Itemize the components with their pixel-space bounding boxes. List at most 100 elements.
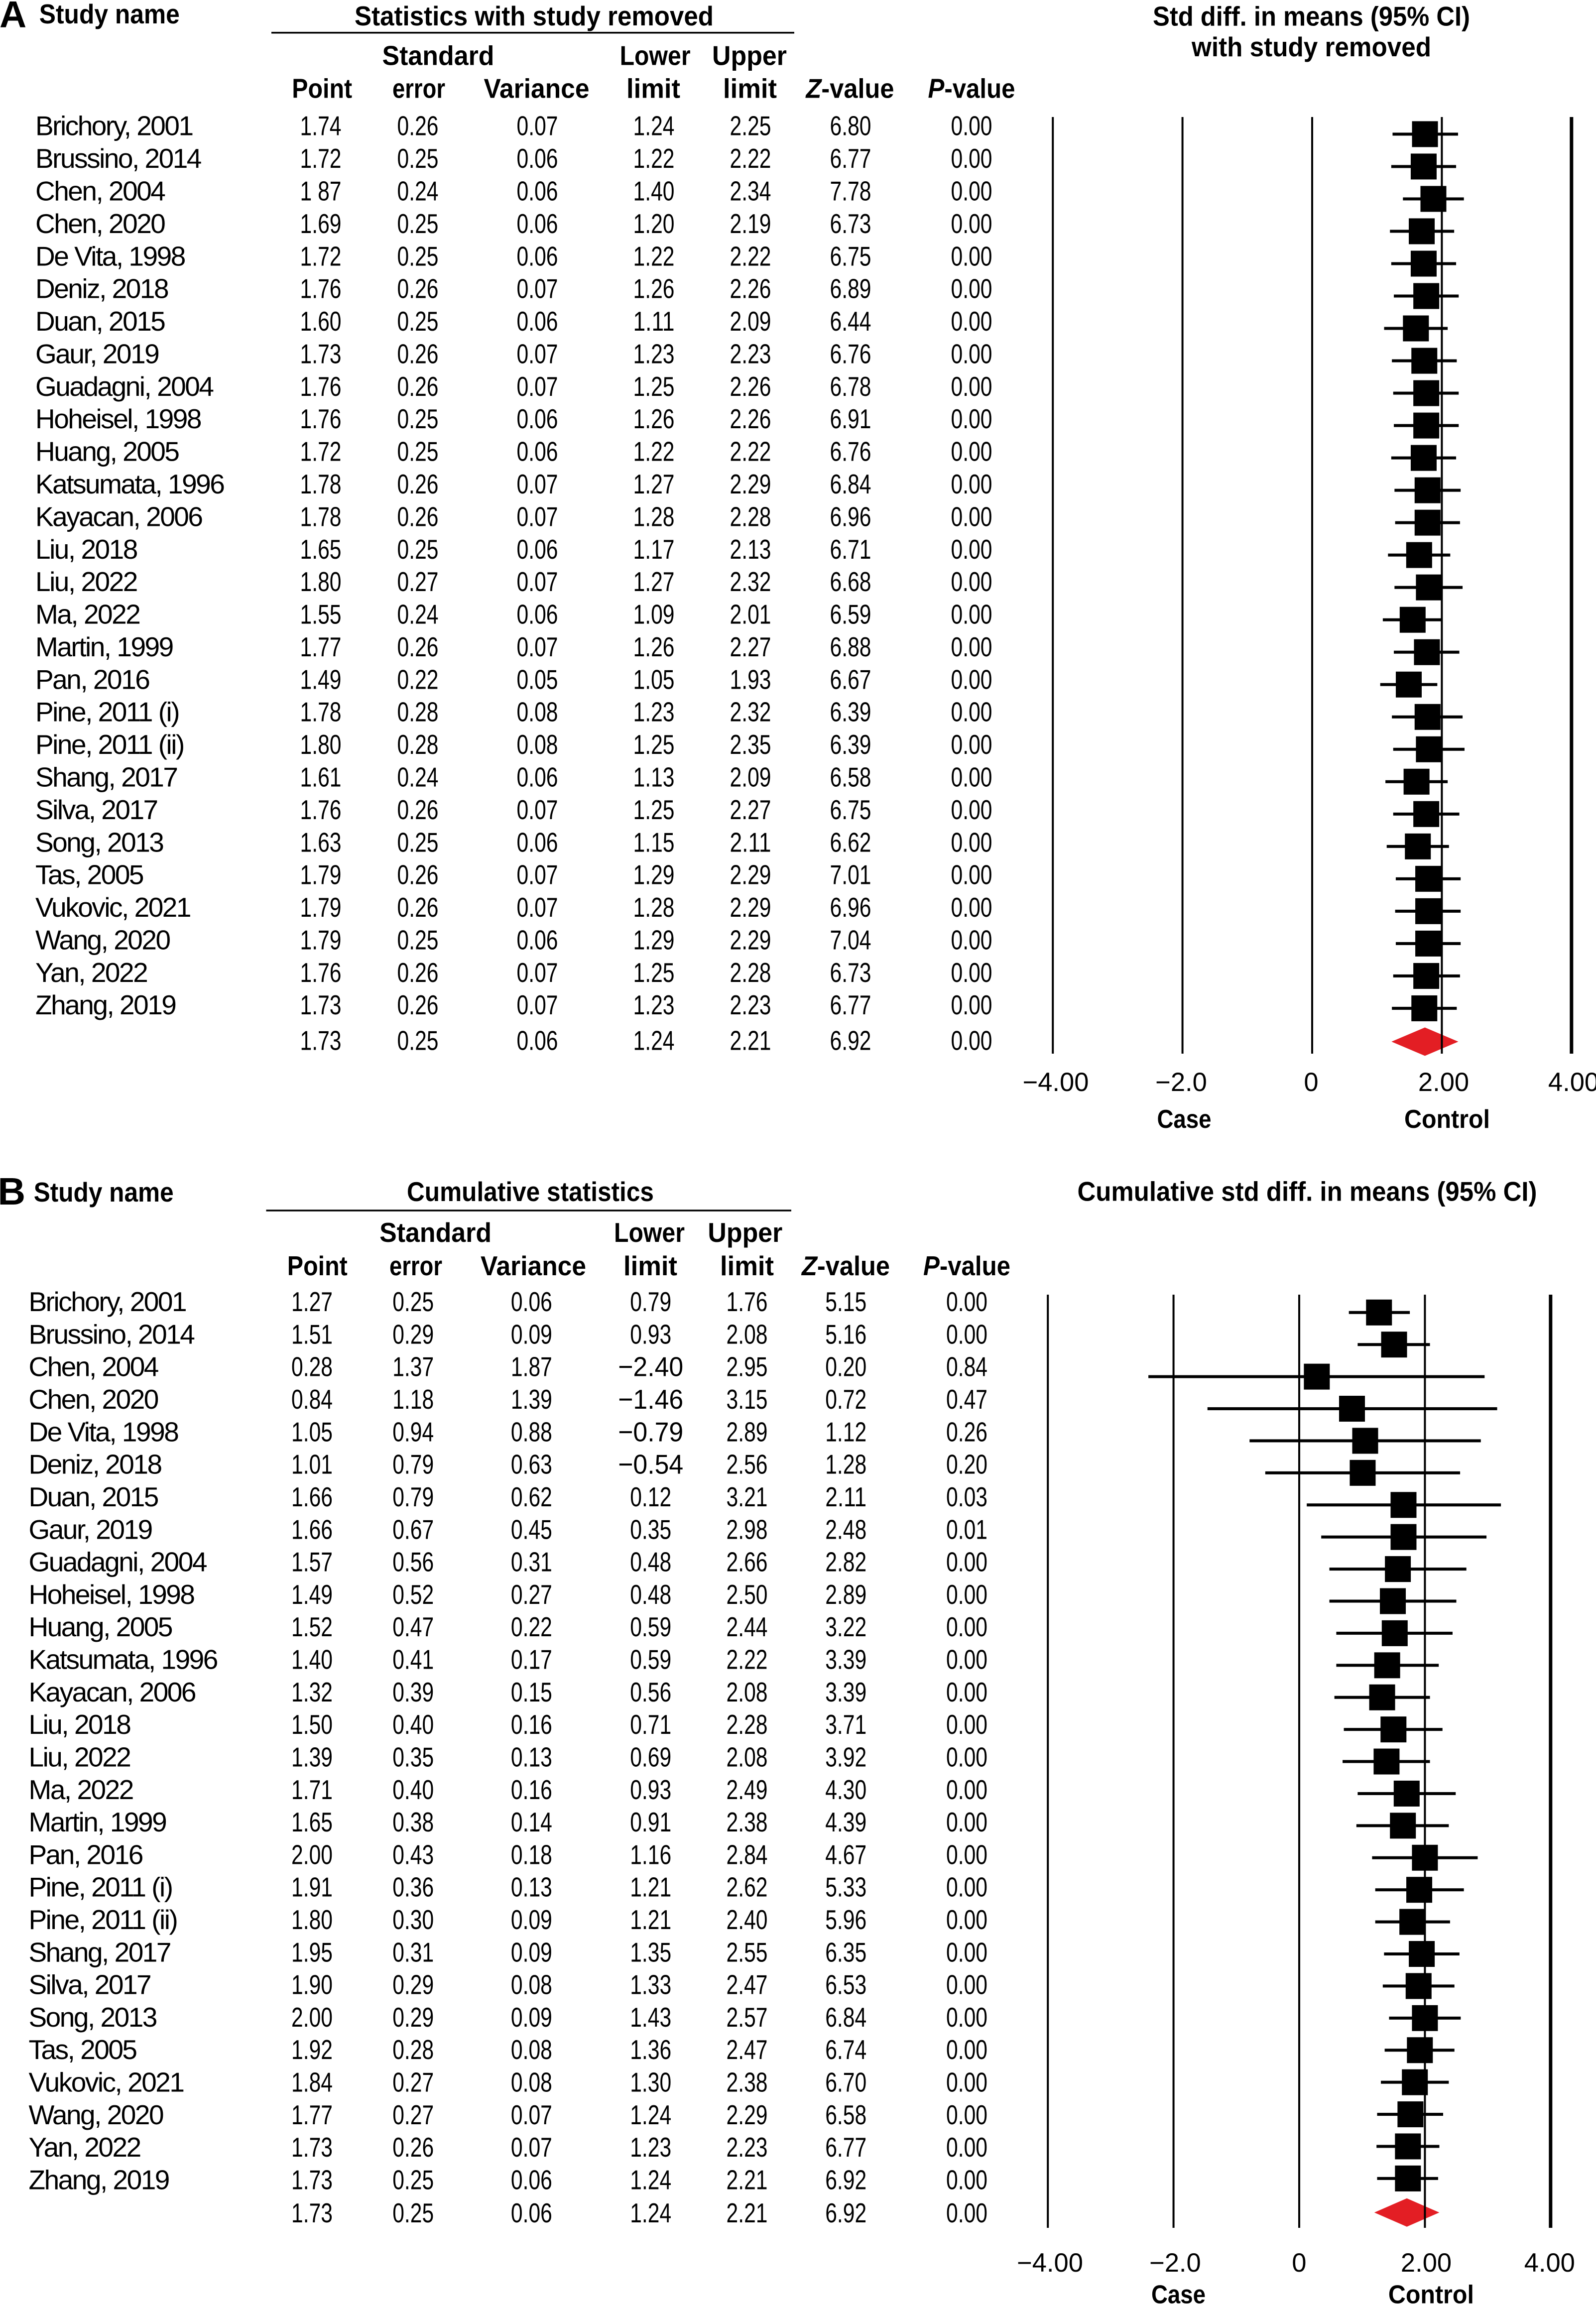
svg-text:2.23: 2.23 [727,2132,768,2163]
svg-text:0.07: 0.07 [517,111,558,141]
svg-text:Z-value: Z-value [801,1250,890,1281]
svg-text:0.06: 0.06 [511,1286,552,1317]
svg-text:6.75: 6.75 [830,241,871,271]
svg-text:0.84: 0.84 [946,1351,987,1382]
svg-text:0.00: 0.00 [951,208,992,239]
svg-text:0.07: 0.07 [517,957,558,988]
svg-text:2.29: 2.29 [730,859,771,890]
svg-text:0.07: 0.07 [517,989,558,1020]
svg-text:0.26: 0.26 [397,859,439,890]
svg-text:1.60: 1.60 [300,306,342,337]
svg-text:1.76: 1.76 [727,1286,768,1317]
svg-text:0.47: 0.47 [392,1611,434,1642]
svg-text:1.76: 1.76 [300,403,342,434]
svg-text:Silva, 2017: Silva, 2017 [29,1969,151,2000]
svg-text:1.84: 1.84 [291,2067,333,2098]
svg-text:Liu, 2018: Liu, 2018 [29,1709,131,1740]
svg-text:6.89: 6.89 [830,273,871,304]
svg-text:2.09: 2.09 [730,762,771,793]
svg-text:6.76: 6.76 [830,338,871,369]
svg-text:2.40: 2.40 [727,1904,768,1935]
svg-text:1.40: 1.40 [633,175,675,206]
svg-text:1.29: 1.29 [633,859,675,890]
svg-text:−2.0: −2.0 [1149,2248,1201,2278]
svg-text:0.08: 0.08 [511,1969,552,2000]
svg-text:2.98: 2.98 [727,1514,768,1545]
svg-text:Song, 2013: Song, 2013 [29,2002,157,2033]
svg-text:0.07: 0.07 [517,566,558,597]
svg-text:0.00: 0.00 [951,957,992,988]
svg-text:Zhang, 2019: Zhang, 2019 [35,989,175,1020]
svg-text:6.35: 6.35 [825,1937,866,1967]
svg-text:1.63: 1.63 [300,827,342,857]
svg-text:0.26: 0.26 [397,501,439,532]
svg-text:2.22: 2.22 [727,1644,768,1675]
svg-text:1.77: 1.77 [300,631,342,662]
svg-text:6.44: 6.44 [830,306,871,337]
svg-text:0.00: 0.00 [946,1741,987,1772]
svg-text:1.77: 1.77 [291,2099,333,2130]
svg-text:0.00: 0.00 [946,1969,987,2000]
svg-text:4.39: 4.39 [825,1807,866,1837]
svg-text:5.15: 5.15 [825,1286,866,1317]
svg-text:1.27: 1.27 [291,1286,333,1317]
svg-text:0.26: 0.26 [946,1416,987,1447]
svg-text:1.29: 1.29 [633,924,675,955]
svg-text:1.78: 1.78 [300,469,342,499]
svg-text:0.12: 0.12 [630,1481,671,1512]
svg-text:0.91: 0.91 [630,1807,671,1837]
svg-text:0.00: 0.00 [951,111,992,141]
svg-text:0.06: 0.06 [517,534,558,565]
svg-text:2.26: 2.26 [730,403,771,434]
svg-text:0.79: 0.79 [630,1286,671,1317]
svg-text:0.25: 0.25 [397,1025,439,1056]
svg-text:0.00: 0.00 [951,175,992,206]
svg-text:2.21: 2.21 [727,2197,768,2228]
svg-text:2.84: 2.84 [727,1839,768,1870]
svg-text:0.28: 0.28 [397,697,439,728]
svg-text:1.74: 1.74 [300,111,342,141]
svg-text:1.28: 1.28 [633,501,675,532]
svg-text:0.28: 0.28 [392,2034,434,2065]
svg-text:1.93: 1.93 [730,664,771,695]
svg-text:6.59: 6.59 [830,599,871,630]
svg-text:1.73: 1.73 [291,2197,333,2228]
svg-text:2.29: 2.29 [730,469,771,499]
svg-text:0.09: 0.09 [511,2002,552,2033]
svg-text:1.37: 1.37 [392,1351,434,1382]
svg-text:1.76: 1.76 [300,794,342,825]
svg-text:0.35: 0.35 [392,1741,434,1772]
svg-text:1.76: 1.76 [300,371,342,402]
svg-text:1.28: 1.28 [633,892,675,923]
svg-text:0.59: 0.59 [630,1611,671,1642]
svg-text:Z-value: Z-value [805,73,894,104]
svg-text:0: 0 [1304,1068,1318,1097]
svg-text:Ma, 2022: Ma, 2022 [29,1774,133,1805]
svg-text:6.84: 6.84 [830,469,871,499]
svg-text:0.35: 0.35 [630,1514,671,1545]
svg-text:2.23: 2.23 [730,989,771,1020]
svg-text:0.25: 0.25 [397,403,439,434]
svg-text:Cumulative std diff. in means: Cumulative std diff. in means (95% CI) [1078,1176,1537,1207]
svg-text:1.20: 1.20 [633,208,675,239]
svg-text:Deniz, 2018: Deniz, 2018 [35,273,168,304]
svg-text:0.25: 0.25 [392,2164,434,2195]
svg-text:1.24: 1.24 [630,2099,671,2130]
svg-text:error: error [392,73,445,104]
svg-text:1.25: 1.25 [633,729,675,760]
svg-text:0.00: 0.00 [946,1904,987,1935]
svg-text:0.93: 0.93 [630,1774,671,1805]
svg-text:0.13: 0.13 [511,1741,552,1772]
svg-text:2.38: 2.38 [727,1807,768,1837]
svg-text:Duan, 2015: Duan, 2015 [29,1481,158,1512]
svg-text:Lower: Lower [620,40,691,71]
svg-text:6.84: 6.84 [825,2002,866,2033]
svg-text:Wang, 2020: Wang, 2020 [35,924,170,955]
svg-text:1.71: 1.71 [291,1774,333,1805]
svg-text:Kayacan, 2006: Kayacan, 2006 [29,1677,196,1707]
svg-text:with study removed: with study removed [1191,31,1431,62]
svg-text:Brussino, 2014: Brussino, 2014 [29,1319,195,1349]
svg-text:0.26: 0.26 [397,794,439,825]
svg-text:1.05: 1.05 [633,664,675,695]
svg-text:1.26: 1.26 [633,403,675,434]
